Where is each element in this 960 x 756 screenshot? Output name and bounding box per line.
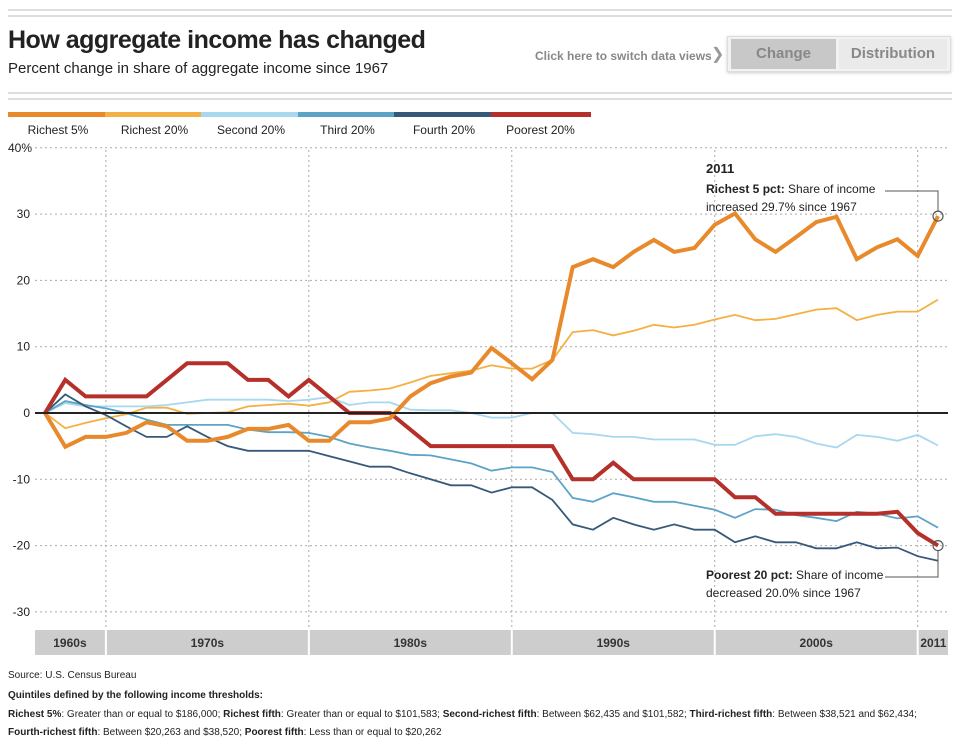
y-tick-label: -30 bbox=[13, 605, 31, 619]
y-tick-label: -10 bbox=[13, 472, 31, 486]
distribution-view-button[interactable]: Distribution bbox=[839, 39, 947, 69]
legend-label: Fourth 20% bbox=[412, 123, 476, 137]
quintile-text: : Greater than or equal to $101,583; bbox=[280, 709, 443, 720]
series-line-third-20- bbox=[44, 400, 939, 529]
y-tick-label: 10 bbox=[17, 340, 31, 354]
page-title: How aggregate income has changed bbox=[8, 26, 426, 54]
quintile-label: Second-richest fifth bbox=[442, 709, 537, 720]
y-tick-label: 30 bbox=[17, 207, 31, 221]
annotation-top-text1: Share of income bbox=[784, 182, 876, 196]
series-line-poorest-20- bbox=[43, 361, 940, 548]
legend-item: Third 20% bbox=[297, 112, 398, 137]
legend-item: Poorest 20% bbox=[490, 112, 591, 137]
decade-band bbox=[106, 630, 308, 655]
annotation-marker bbox=[932, 210, 944, 222]
y-tick-label: 20 bbox=[17, 273, 31, 287]
change-view-button[interactable]: Change bbox=[731, 39, 836, 69]
y-tick-label: 40% bbox=[8, 141, 32, 155]
top-rule-2 bbox=[8, 15, 952, 17]
annotation-bottom-text2: decreased 20.0% since 1967 bbox=[706, 586, 861, 600]
decade-band bbox=[309, 630, 511, 655]
legend-swatch bbox=[490, 112, 591, 117]
switch-view-hint: Click here to switch data views bbox=[535, 49, 712, 63]
decade-label: 2000s bbox=[800, 636, 834, 650]
legend-item: Fourth 20% bbox=[394, 112, 494, 137]
quintile-label: Richest fifth bbox=[223, 709, 281, 720]
series-line-second-20- bbox=[44, 396, 939, 449]
legend-label: Richest 20% bbox=[120, 123, 189, 137]
header-rule bbox=[8, 92, 952, 94]
quintile-label: Richest 5% bbox=[8, 709, 62, 720]
decade-label: 1960s bbox=[53, 636, 87, 650]
quintile-text: : Greater than or equal to $186,000; bbox=[61, 709, 224, 720]
quintile-text: : Between $62,435 and $101,582; bbox=[536, 709, 690, 720]
legend-label: Richest 5% bbox=[27, 123, 89, 137]
legend-label: Third 20% bbox=[320, 123, 375, 137]
view-toggle: Change Distribution bbox=[727, 36, 951, 72]
quintile-text: : Between $38,521 and $62,434; bbox=[772, 709, 917, 720]
legend-item: Second 20% bbox=[201, 112, 301, 137]
legend-swatch bbox=[201, 112, 301, 117]
decade-band bbox=[918, 630, 948, 655]
decade-label: 1980s bbox=[394, 636, 428, 650]
decade-band bbox=[512, 630, 714, 655]
decade-band bbox=[715, 630, 917, 655]
annotation-top: 2011 Richest 5 pct: Share of income incr… bbox=[706, 160, 875, 216]
legend-label: Poorest 20% bbox=[506, 123, 575, 137]
annotation-leader bbox=[885, 550, 939, 578]
quintile-text: : Less than or equal to $20,262 bbox=[303, 727, 442, 738]
legend-item: Richest 5% bbox=[8, 112, 108, 137]
quintile-text: : Between $20,263 and $38,520; bbox=[97, 727, 245, 738]
annotation-year: 2011 bbox=[706, 161, 735, 176]
decade-label: 1970s bbox=[191, 636, 225, 650]
quintile-title: Quintiles defined by the following incom… bbox=[8, 690, 264, 701]
series-line-richest-20- bbox=[44, 298, 939, 430]
annotation-bottom: Poorest 20 pct: Share of income decrease… bbox=[706, 566, 883, 602]
y-tick-label: -20 bbox=[13, 539, 31, 553]
legend-swatch bbox=[297, 112, 398, 117]
legend-item: Richest 20% bbox=[104, 112, 205, 137]
decade-label: 2011 bbox=[920, 636, 946, 650]
decade-band bbox=[35, 630, 105, 655]
annotation-marker bbox=[932, 539, 944, 552]
legend-label: Second 20% bbox=[216, 123, 286, 137]
decade-label: 1990s bbox=[597, 636, 631, 650]
quintile-label: Fourth-richest fifth bbox=[8, 727, 98, 738]
quintile-definitions: Richest 5%: Greater than or equal to $18… bbox=[8, 706, 953, 742]
source-note: Source: U.S. Census Bureau bbox=[8, 670, 137, 681]
legend-swatch bbox=[104, 112, 205, 117]
annotation-leader bbox=[885, 190, 939, 212]
annotation-top-text2: increased 29.7% since 1967 bbox=[706, 200, 857, 214]
annotation-top-label: Richest 5 pct: bbox=[706, 182, 785, 196]
quintile-label: Third-richest fifth bbox=[689, 709, 773, 720]
series-line-richest-5- bbox=[43, 210, 940, 450]
chevron-right-icon: ❯ bbox=[711, 46, 725, 63]
series-line-fourth-20- bbox=[44, 393, 939, 562]
legend-swatch bbox=[394, 112, 494, 117]
y-tick-label: 0 bbox=[23, 406, 30, 420]
header-rule-2 bbox=[8, 98, 952, 100]
annotation-bottom-label: Poorest 20 pct: bbox=[706, 568, 793, 582]
quintile-label: Poorest fifth bbox=[244, 727, 304, 738]
annotation-bottom-text1: Share of income bbox=[792, 568, 884, 582]
legend-swatch bbox=[8, 112, 108, 117]
top-rule bbox=[8, 9, 952, 11]
page-subtitle: Percent change in share of aggregate inc… bbox=[8, 60, 389, 77]
